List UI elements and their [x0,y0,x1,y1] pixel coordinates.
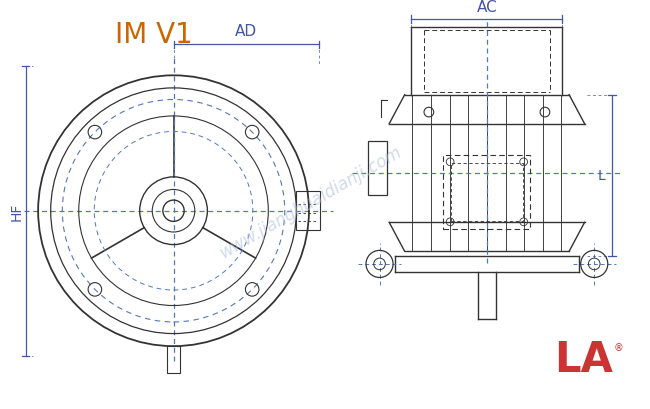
Text: AC: AC [476,0,497,16]
Text: IM V1: IM V1 [115,21,193,49]
Text: www.jianghuaidianji.com: www.jianghuaidianji.com [216,142,405,261]
Bar [296,192,320,231]
Text: HF: HF [10,202,24,220]
Bar [451,164,523,221]
Bar [443,156,530,229]
Text: AD: AD [235,24,257,39]
Text: L: L [597,169,605,183]
Text: ®: ® [614,342,623,352]
Bar [368,142,387,196]
Text: LA: LA [554,338,613,380]
Bar [167,346,180,373]
